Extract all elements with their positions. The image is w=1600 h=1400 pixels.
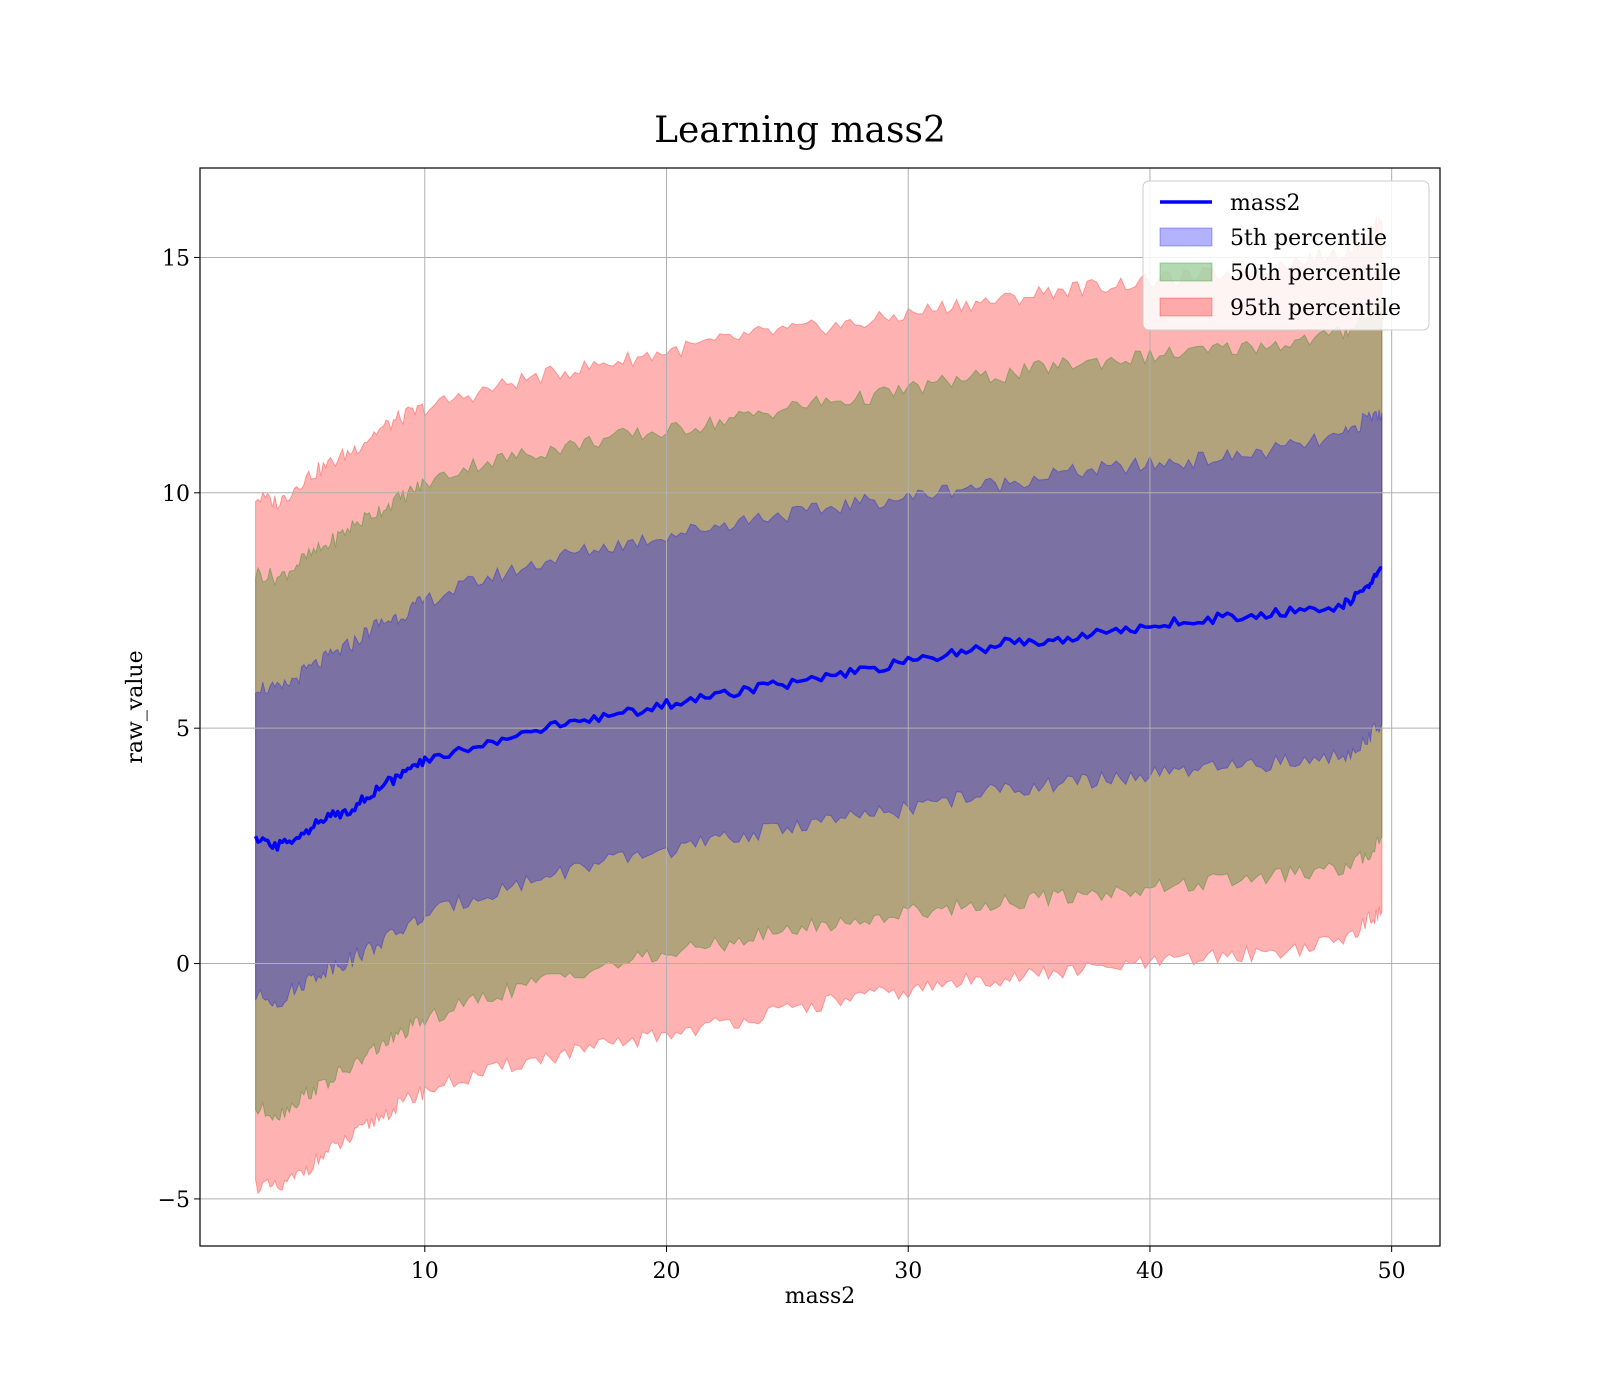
- legend-items: mass2 5th percentile 50th percentile 95th p…: [1159, 191, 1401, 321]
- series-line-mass2: [253, 566, 1383, 852]
- legend-box: [1142, 180, 1430, 331]
- band-layer: [255, 217, 1383, 1195]
- band-95th-percentile: [255, 217, 1383, 1195]
- y-tick-label: −5: [158, 1188, 190, 1213]
- axes-background: [200, 168, 1440, 1246]
- legend-swatch-band: [1159, 262, 1213, 282]
- x-tick-label: 20: [653, 1259, 681, 1284]
- axes-frame: [199, 167, 1441, 1247]
- y-axis: −5 0 5 10 15: [158, 246, 200, 1213]
- x-tick-label: 40: [1136, 1259, 1164, 1284]
- plot-area: [199, 167, 1441, 1247]
- legend-label: 95th percentile: [1230, 296, 1401, 321]
- y-axis-label: raw_value: [123, 650, 148, 763]
- line-layer: [253, 566, 1383, 852]
- band-50th-percentile: [255, 299, 1383, 1122]
- legend-swatch-band: [1159, 297, 1213, 317]
- x-tick-label: 10: [411, 1259, 439, 1284]
- legend-swatch-band: [1159, 227, 1213, 247]
- band-5th-percentile: [255, 409, 1383, 1008]
- x-axis: 10 20 30 40 50: [411, 1246, 1406, 1284]
- y-tick-label: 5: [176, 717, 190, 742]
- x-axis-label: mass2: [785, 1284, 856, 1309]
- legend-label: 50th percentile: [1230, 261, 1401, 286]
- y-tick-label: 15: [162, 246, 190, 271]
- legend-label: mass2: [1230, 191, 1301, 216]
- chart-title: Learning mass2: [654, 110, 946, 151]
- legend-label: 5th percentile: [1230, 226, 1387, 251]
- y-tick-label: 10: [162, 482, 190, 507]
- legend: mass2 5th percentile 50th percentile 95th p…: [1142, 180, 1430, 331]
- y-tick-label: 0: [176, 953, 190, 978]
- x-tick-label: 30: [894, 1259, 922, 1284]
- x-tick-label: 50: [1378, 1259, 1406, 1284]
